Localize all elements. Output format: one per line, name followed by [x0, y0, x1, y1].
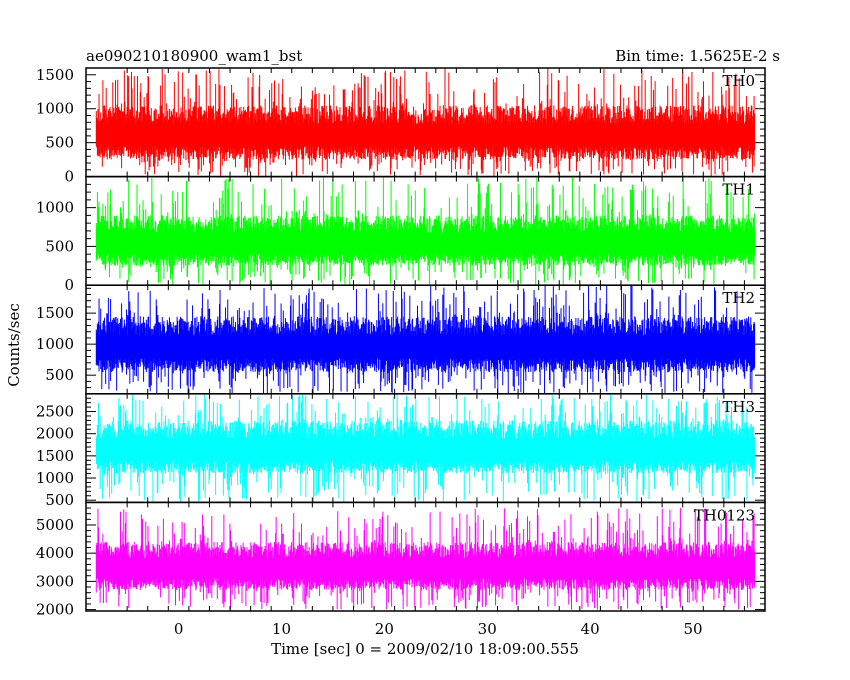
y-tick-label: 1500 [36, 66, 74, 84]
x-tick-label: 20 [375, 620, 394, 638]
panel-th0: TH0 0 500 1000 1500 [36, 66, 766, 186]
chart-subtitle: Bin time: 1.5625E-2 s [615, 47, 780, 65]
y-tick-label: 1000 [36, 199, 74, 217]
series-line-th1 [95, 177, 756, 286]
panel-label-th0123: TH0123 [694, 506, 755, 524]
x-tick-label: 10 [272, 620, 291, 638]
y-tick-label: 2000 [36, 601, 74, 619]
y-tick-label: 4000 [36, 544, 74, 562]
y-tick-label: 500 [45, 134, 74, 152]
x-tick-label: 0 [174, 620, 184, 638]
series-line-th3 [95, 394, 756, 503]
x-tick-label: 40 [581, 620, 600, 638]
panel-th0123: TH0123 2000 3000 4000 5000 [36, 501, 766, 619]
y-tick-label: 2000 [36, 425, 74, 443]
y-tick-label: 1000 [36, 335, 74, 353]
panel-th2: TH2 500 1000 1500 [36, 284, 766, 395]
series-line-th0123 [95, 508, 756, 610]
y-tick-label: 5000 [36, 516, 74, 534]
y-tick-label: 1500 [36, 304, 74, 322]
y-tick-label: 500 [45, 491, 74, 509]
y-tick-label: 500 [45, 237, 74, 255]
series-line-th0 [95, 68, 756, 177]
y-tick-label: 1000 [36, 100, 74, 118]
panel-label-th0: TH0 [722, 72, 755, 90]
y-axis-label: Counts/sec [5, 303, 23, 387]
x-axis-label: Time [sec] 0 = 2009/02/10 18:09:00.555 [271, 640, 579, 658]
y-tick-label: 0 [64, 276, 74, 294]
y-tick-label: 500 [45, 366, 74, 384]
panel-label-th3: TH3 [722, 398, 755, 416]
panels-group: TH0050010001500TH105001000TH250010001500… [36, 66, 766, 638]
panel-label-th2: TH2 [722, 289, 755, 307]
y-tick-label: 0 [64, 168, 74, 186]
chart-title: ae090210180900_wam1_bst [86, 47, 302, 65]
series-line-th2 [95, 285, 756, 394]
panel-th3: TH3 500 1000 1500 2000 2500 [36, 393, 766, 509]
y-tick-label: 1000 [36, 469, 74, 487]
panel-th1: TH1 0 500 1000 [36, 175, 766, 294]
panel-frame [85, 501, 766, 612]
x-tick-label: 30 [478, 620, 497, 638]
y-tick-label: 1500 [36, 447, 74, 465]
x-tick-label: 50 [683, 620, 702, 638]
y-tick-label: 2500 [36, 403, 74, 421]
y-tick-label: 3000 [36, 572, 74, 590]
panel-label-th1: TH1 [722, 181, 755, 199]
